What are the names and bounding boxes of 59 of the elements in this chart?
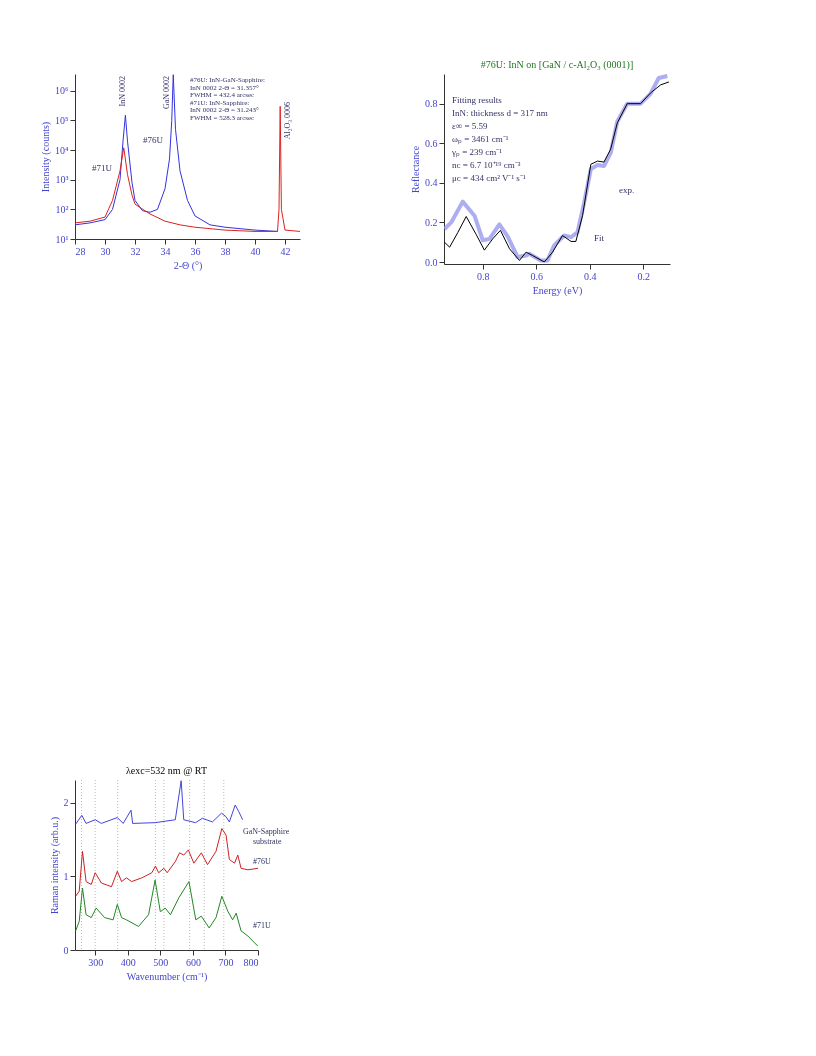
x-tick-label: 38 xyxy=(220,245,231,257)
annotation: substrate xyxy=(253,837,282,846)
annotation: InN: thickness d = 317 nm xyxy=(452,108,548,118)
annotation: GaN 0002 xyxy=(162,76,171,110)
y-tick-label: 10⁶ xyxy=(55,85,69,97)
x-tick-label: 34 xyxy=(160,245,171,257)
x-axis-title: Wavenumber (cm⁻¹) xyxy=(126,970,208,983)
x-tick-label: 0.2 xyxy=(637,270,650,282)
x-tick-label: 0.8 xyxy=(477,270,490,282)
annotation: InN 0002 xyxy=(118,76,127,107)
x-tick-label: 40 xyxy=(250,245,261,257)
y-tick-label: 10³ xyxy=(55,174,69,186)
annotation: μc = 434 cm² V⁻¹ s⁻¹ xyxy=(452,173,526,183)
annotation: Fitting results xyxy=(452,95,503,105)
y-axis-title: Intensity (counts) xyxy=(40,121,53,193)
annotation: nc = 6.7 10⁺¹⁹ cm⁻³ xyxy=(452,160,521,170)
annotation: #71U xyxy=(253,921,271,930)
annotation: GaN-Sapphire xyxy=(243,827,290,836)
y-tick-label: 10¹ xyxy=(55,233,69,245)
x-tick-label: 300 xyxy=(88,956,104,968)
y-tick-label: 0.2 xyxy=(425,216,438,228)
y-tick-label: 0.6 xyxy=(425,137,438,149)
x-axis-title: Energy (eV) xyxy=(532,284,583,297)
annotation: Al₂O₃ 0006 xyxy=(283,102,292,140)
annotation: #71U xyxy=(92,163,113,173)
x-tick-label: 28 xyxy=(75,245,86,257)
x-tick-label: 700 xyxy=(218,956,234,968)
x-tick-label: 30 xyxy=(100,245,111,257)
x-tick-label: 0.4 xyxy=(584,270,597,282)
chart-title: #76U: InN on [GaN / c-Al₂O₃ (0001)] xyxy=(480,59,634,71)
annotation: Fit xyxy=(594,233,605,243)
x-tick-label: 600 xyxy=(185,956,201,968)
y-tick-label: 10⁴ xyxy=(55,144,69,156)
annotation: exp. xyxy=(619,185,635,195)
x-tick-label: 32 xyxy=(130,245,141,257)
x-axis-title: 2-Θ (°) xyxy=(173,259,203,272)
x-tick-label: 400 xyxy=(120,956,136,968)
x-tick-label: 800 xyxy=(243,956,259,968)
y-tick-label: 1 xyxy=(63,870,69,882)
y-axis-title: Raman intensity (arb.u.) xyxy=(48,816,61,915)
annotation: #76U xyxy=(253,857,271,866)
y-tick-label: 2 xyxy=(63,797,69,809)
line-series xyxy=(75,780,244,825)
x-tick-label: 500 xyxy=(153,956,169,968)
annotation: ωₚ = 3461 cm⁻¹ xyxy=(452,134,509,145)
y-tick-label: 0 xyxy=(63,944,69,956)
y-tick-label: 0.4 xyxy=(425,177,438,189)
y-tick-label: 10² xyxy=(55,203,69,215)
y-axis-title: Reflectance xyxy=(410,145,421,194)
annotation: ε∞ = 5.59 xyxy=(452,121,489,131)
y-tick-label: 0.0 xyxy=(425,256,438,268)
y-tick-label: 0.8 xyxy=(425,98,438,110)
x-tick-label: 0.6 xyxy=(530,270,544,282)
annotation: #76U xyxy=(143,135,164,145)
x-tick-label: 42 xyxy=(280,245,291,257)
y-tick-label: 10⁵ xyxy=(55,114,69,126)
annotation: γₚ = 239 cm⁻¹ xyxy=(451,147,503,158)
chart-title: λexc=532 nm @ RT xyxy=(125,764,208,776)
x-tick-label: 36 xyxy=(190,245,201,257)
